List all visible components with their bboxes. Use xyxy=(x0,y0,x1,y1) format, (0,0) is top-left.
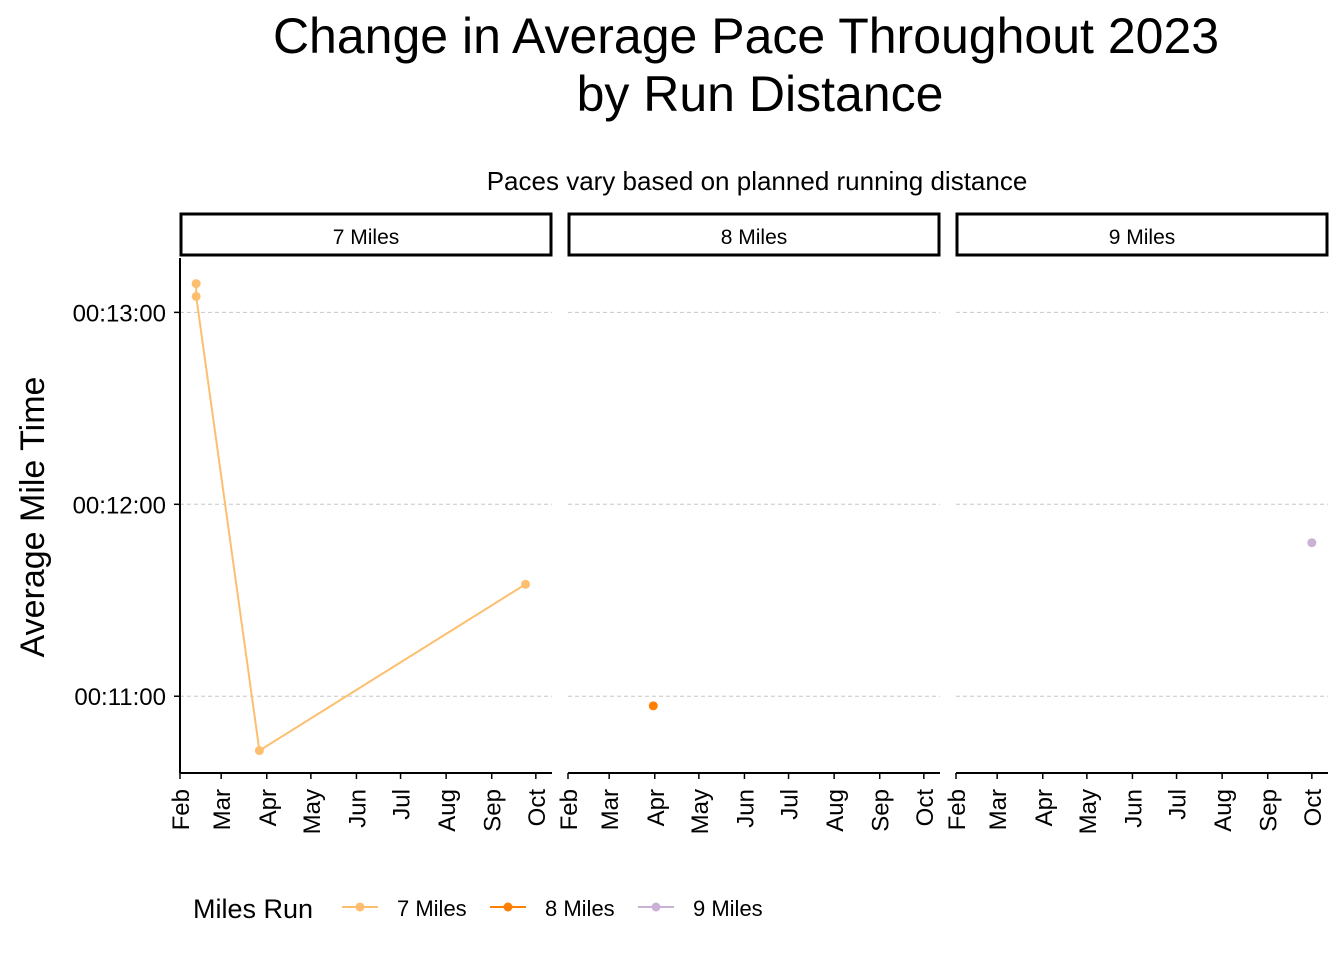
legend-label: 9 Miles xyxy=(693,896,763,921)
x-tick-label: Mar xyxy=(597,789,624,830)
x-tick-label: Mar xyxy=(209,789,236,830)
facet-strip-label: 8 Miles xyxy=(721,226,788,249)
x-tick-label: Sep xyxy=(480,789,507,832)
chart-title-line-2: by Run Distance xyxy=(577,66,944,122)
facet-panel-3: 9 Miles Feb Mar Apr May Jun Jul Aug Sep Oct xyxy=(944,212,1329,834)
legend-entry-3: 9 Miles xyxy=(638,896,763,921)
data-point xyxy=(191,279,201,289)
facet-strip-label: 7 Miles xyxy=(333,226,400,249)
x-tick-label: Aug xyxy=(822,789,849,832)
chart-title-line-1: Change in Average Pace Throughout 2023 xyxy=(273,8,1219,64)
x-tick-label: Oct xyxy=(1300,789,1327,827)
legend-label: 8 Miles xyxy=(545,896,615,921)
legend-label: 7 Miles xyxy=(397,896,467,921)
series-line xyxy=(195,283,527,753)
legend-entry-1: 7 Miles xyxy=(342,896,467,921)
y-tick-label: 00:11:00 xyxy=(74,684,166,711)
legend: Miles Run 7 Miles 8 Miles 9 Miles xyxy=(193,894,763,924)
facet-strip-box xyxy=(179,212,553,257)
data-point xyxy=(1307,538,1317,548)
x-tick-label: Sep xyxy=(868,789,895,832)
x-tick-label: Jun xyxy=(344,789,371,828)
y-tick-label: 00:13:00 xyxy=(73,300,166,327)
x-tick-label: Jul xyxy=(389,789,416,820)
legend-title: Miles Run xyxy=(193,894,313,924)
chart-subtitle: Paces vary based on planned running dist… xyxy=(487,166,1028,196)
x-tick-label: May xyxy=(687,789,714,834)
x-tick-label: Aug xyxy=(1210,789,1237,832)
x-tick-label: Apr xyxy=(255,789,282,826)
facet-panel-1: 7 Miles Feb Mar Apr May Jun Jul Aug Sep Oct xyxy=(168,212,553,834)
facet-strip-box xyxy=(567,212,941,257)
x-tick-label: Jun xyxy=(1120,789,1147,828)
x-tick-label: Feb xyxy=(556,789,583,830)
data-point xyxy=(254,746,264,756)
y-axis: 00:13:00 00:12:00 00:11:00 xyxy=(73,258,181,773)
facet-strip-label: 9 Miles xyxy=(1109,226,1176,249)
legend-entry-2: 8 Miles xyxy=(490,896,615,921)
facet-strip-box xyxy=(955,212,1329,257)
x-tick-label: May xyxy=(299,789,326,834)
y-axis-title: Average Mile Time xyxy=(14,377,52,658)
x-tick-label: Jul xyxy=(777,789,804,820)
x-tick-label: Aug xyxy=(434,789,461,832)
x-tick-label: Feb xyxy=(944,789,971,830)
x-tick-label: Jun xyxy=(732,789,759,828)
x-tick-label: Apr xyxy=(1031,789,1058,826)
x-tick-label: Mar xyxy=(985,789,1012,830)
x-tick-label: Sep xyxy=(1256,789,1283,832)
x-tick-label: Oct xyxy=(912,789,939,827)
x-tick-label: Jul xyxy=(1165,789,1192,820)
y-tick-label: 00:12:00 xyxy=(73,492,166,519)
x-tick-label: Feb xyxy=(168,789,195,830)
legend-key-point xyxy=(503,902,513,912)
x-tick-label: Oct xyxy=(524,789,551,827)
x-tick-label: Apr xyxy=(643,789,670,826)
data-point xyxy=(521,579,531,589)
facet-panel-2: 8 Miles Feb Mar Apr May Jun Jul Aug Sep Oct xyxy=(556,212,941,834)
x-tick-label: May xyxy=(1075,789,1102,834)
legend-key-point xyxy=(355,902,365,912)
data-point xyxy=(191,291,201,301)
data-point xyxy=(648,701,658,711)
legend-key-point xyxy=(651,902,661,912)
